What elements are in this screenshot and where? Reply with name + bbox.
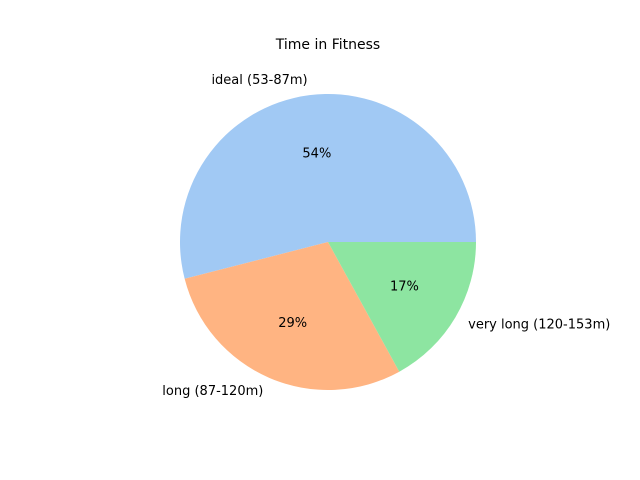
slice-label-2: very long (120-153m)	[468, 317, 610, 332]
slice-label-1: long (87-120m)	[162, 384, 263, 399]
pie-labels: ideal (53-87m) 54% long (87-120m) 29% very l…	[162, 73, 610, 399]
slice-percent-1: 29%	[278, 316, 307, 331]
chart-title: Time in Fitness	[275, 37, 380, 53]
pie-slice-0	[180, 94, 476, 279]
slice-label-0: ideal (53-87m)	[211, 73, 307, 88]
pie-slice-2	[328, 242, 476, 372]
slice-percent-2: 17%	[390, 280, 419, 295]
pie-slice-1	[184, 242, 400, 390]
pie-slices	[180, 94, 476, 390]
slice-percent-0: 54%	[302, 146, 331, 161]
